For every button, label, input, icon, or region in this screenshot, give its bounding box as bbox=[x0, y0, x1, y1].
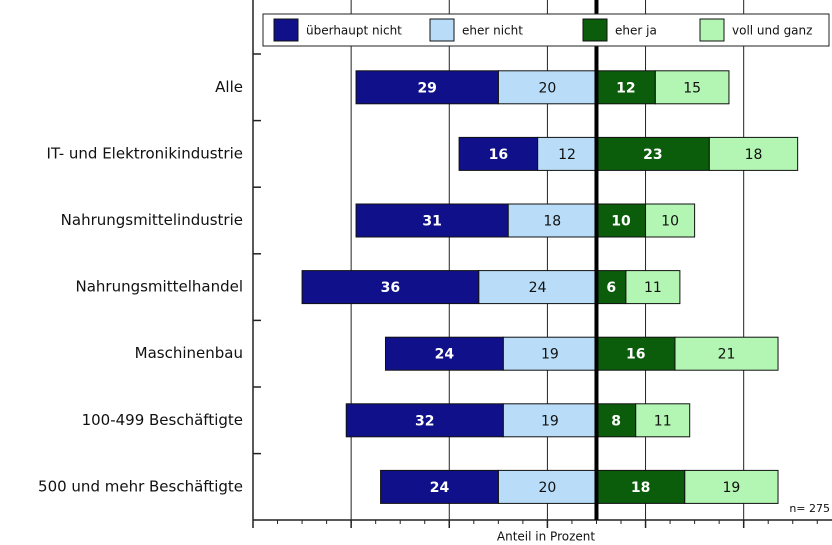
bar-segment bbox=[384, 336, 504, 371]
bar-segment bbox=[595, 70, 656, 105]
legend-swatch bbox=[582, 18, 608, 42]
bar-segment bbox=[595, 203, 647, 238]
value-label: 29 bbox=[417, 80, 436, 96]
bar-segment bbox=[595, 270, 627, 305]
value-label: 11 bbox=[644, 280, 662, 296]
value-label: 19 bbox=[722, 480, 740, 496]
bar-segment bbox=[537, 136, 597, 171]
y-tick-label: Alle bbox=[215, 78, 243, 96]
x-axis-label: Anteil in Prozent bbox=[497, 530, 595, 544]
value-label: 24 bbox=[430, 480, 450, 496]
value-label: 23 bbox=[643, 147, 662, 163]
legend-label: eher ja bbox=[615, 24, 657, 38]
value-label: 16 bbox=[489, 147, 508, 163]
y-tick-label: Nahrungsmittelhandel bbox=[76, 278, 244, 296]
value-label: 21 bbox=[718, 347, 736, 363]
value-label: 11 bbox=[654, 413, 672, 429]
bar-segment bbox=[708, 136, 799, 171]
y-tick-label: Nahrungsmittelindustrie bbox=[61, 211, 243, 229]
bar-segment bbox=[674, 336, 779, 371]
value-label: 18 bbox=[543, 214, 561, 230]
bar-segment bbox=[625, 270, 681, 305]
value-label: 15 bbox=[683, 80, 701, 96]
bar-segment bbox=[595, 136, 710, 171]
bar-segment bbox=[345, 403, 504, 438]
value-label: 8 bbox=[611, 413, 621, 429]
value-label: 6 bbox=[606, 280, 616, 296]
y-tick-label: 500 und mehr Beschäftigte bbox=[38, 477, 243, 495]
bar-segment bbox=[645, 203, 696, 238]
value-label: 31 bbox=[422, 214, 441, 230]
y-tick-label: 100-499 Beschäftigte bbox=[82, 411, 243, 429]
bar-segment bbox=[355, 203, 509, 238]
value-label: 18 bbox=[745, 147, 763, 163]
value-label: 16 bbox=[626, 347, 645, 363]
bar-segment bbox=[497, 469, 597, 504]
legend-swatch bbox=[429, 18, 455, 42]
bar-segment bbox=[355, 70, 499, 105]
legend-label: überhaupt nicht bbox=[306, 24, 402, 38]
value-label: 32 bbox=[415, 413, 434, 429]
value-label: 18 bbox=[631, 480, 650, 496]
legend-swatch bbox=[699, 18, 725, 42]
bar-segment bbox=[458, 136, 539, 171]
bar-segment bbox=[502, 403, 597, 438]
value-label: 36 bbox=[381, 280, 400, 296]
bar-segment bbox=[301, 270, 480, 305]
y-tick-label: IT- und Elektronikindustrie bbox=[47, 144, 243, 162]
value-label: 20 bbox=[538, 80, 556, 96]
value-label: 24 bbox=[529, 280, 547, 296]
annotation: n= 275 bbox=[789, 502, 830, 515]
legend-box bbox=[262, 13, 830, 47]
value-label: 20 bbox=[538, 480, 556, 496]
value-label: 10 bbox=[611, 214, 631, 230]
bar-segment bbox=[635, 403, 691, 438]
value-label: 19 bbox=[541, 413, 559, 429]
bar-segment bbox=[380, 469, 499, 504]
bar-segment bbox=[684, 469, 779, 504]
bar-segment bbox=[497, 70, 597, 105]
value-label: 24 bbox=[435, 347, 455, 363]
value-label: 12 bbox=[558, 147, 576, 163]
value-label: 19 bbox=[541, 347, 559, 363]
value-label: 12 bbox=[616, 80, 635, 96]
legend-swatch bbox=[273, 18, 299, 42]
legend-label: eher nicht bbox=[462, 24, 523, 38]
value-label: 10 bbox=[661, 214, 679, 230]
y-tick-label: Maschinenbau bbox=[135, 344, 243, 362]
bar-segment bbox=[654, 70, 730, 105]
legend-label: voll und ganz bbox=[732, 24, 812, 38]
bar-segment bbox=[595, 469, 686, 504]
